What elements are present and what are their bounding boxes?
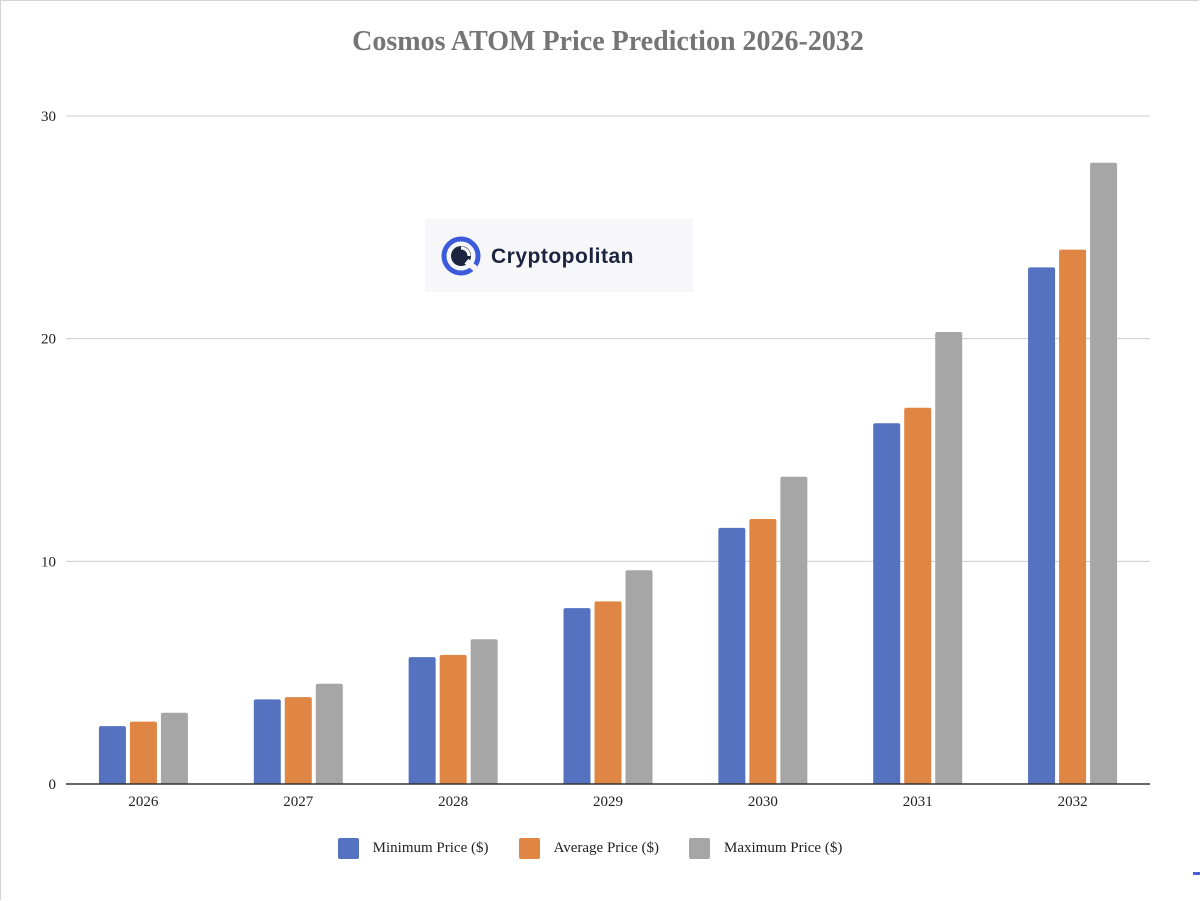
x-axis-labels: 2026 2027 2028 2029 2030 2031 2032 bbox=[128, 794, 1087, 810]
bar-2028-average bbox=[439, 654, 467, 784]
x-tick-label: 2031 bbox=[903, 794, 933, 810]
bar-2031-average bbox=[904, 407, 932, 784]
corner-accent bbox=[1193, 872, 1200, 875]
cryptopolitan-wordmark: Cryptopolitan bbox=[491, 245, 634, 268]
bar-2028-minimum bbox=[408, 657, 436, 784]
legend-item: Average Price ($) bbox=[518, 838, 660, 859]
chart-title: Cosmos ATOM Price Prediction 2026-2032 bbox=[352, 26, 864, 57]
y-tick-label: 10 bbox=[41, 554, 56, 570]
legend-swatch bbox=[689, 838, 710, 859]
x-tick-label: 2030 bbox=[748, 794, 778, 810]
bar-2031-maximum bbox=[935, 331, 963, 784]
bar-2026-minimum bbox=[98, 726, 126, 784]
x-tick-label: 2029 bbox=[593, 794, 623, 810]
cryptopolitan-watermark: Cryptopolitan bbox=[425, 219, 693, 292]
legend-label: Maximum Price ($) bbox=[724, 840, 843, 856]
legend-swatch bbox=[518, 838, 540, 859]
x-tick-label: 2028 bbox=[438, 794, 468, 810]
bar-2029-minimum bbox=[563, 608, 591, 784]
bar-2027-average bbox=[284, 697, 312, 784]
y-axis-labels: 0 10 20 30 bbox=[41, 109, 56, 793]
bar-2029-average bbox=[594, 601, 622, 784]
x-tick-label: 2032 bbox=[1058, 794, 1088, 810]
gridlines bbox=[66, 115, 1150, 562]
y-tick-label: 20 bbox=[41, 332, 56, 348]
legend-swatch bbox=[337, 838, 359, 859]
bar-2026-maximum bbox=[160, 712, 188, 784]
x-tick-label: 2026 bbox=[128, 794, 159, 810]
svg-text:Cryptopolitan: Cryptopolitan bbox=[491, 245, 634, 268]
bar-2027-maximum bbox=[315, 683, 343, 784]
bar-2030-minimum bbox=[718, 527, 746, 784]
bar-2029-maximum bbox=[625, 570, 653, 784]
bar-2030-average bbox=[749, 519, 777, 784]
cryptopolitan-logo-icon bbox=[441, 236, 481, 275]
bar-2030-maximum bbox=[780, 476, 808, 784]
bar-2026-average bbox=[129, 721, 157, 784]
y-tick-label: 30 bbox=[41, 109, 56, 125]
legend-label: Minimum Price ($) bbox=[372, 840, 489, 856]
bar-2032-minimum bbox=[1028, 267, 1056, 784]
legend: Minimum Price ($) Average Price ($) Maximu… bbox=[0, 838, 1180, 859]
y-tick-label: 0 bbox=[49, 777, 57, 793]
bar-2027-minimum bbox=[253, 699, 281, 784]
x-tick-label: 2027 bbox=[283, 794, 314, 810]
bar-2032-maximum bbox=[1090, 162, 1118, 784]
bar-2031-minimum bbox=[873, 423, 901, 784]
bars bbox=[98, 162, 1118, 785]
bar-2032-average bbox=[1059, 249, 1087, 785]
bar-2028-maximum bbox=[470, 639, 498, 784]
legend-item: Minimum Price ($) bbox=[337, 838, 489, 859]
legend-label: Average Price ($) bbox=[553, 840, 660, 856]
legend-item: Maximum Price ($) bbox=[689, 838, 842, 859]
